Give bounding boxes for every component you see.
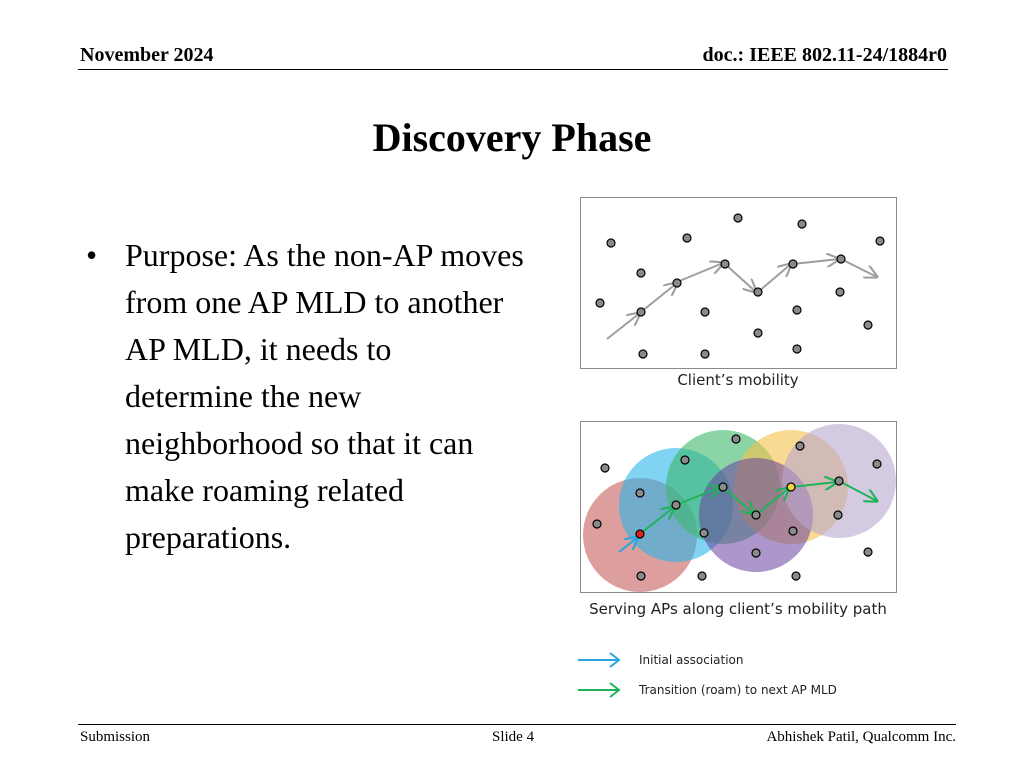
legend-arrows — [578, 652, 621, 698]
ap-dot — [751, 510, 761, 520]
ap-dot — [600, 463, 610, 473]
figure-frame — [580, 197, 897, 369]
ap-dot — [700, 349, 710, 359]
footer-slide-number: Slide 4 — [492, 729, 535, 745]
footer-submission: Submission — [80, 729, 151, 745]
ap-dot — [700, 307, 710, 317]
ap-dot — [697, 571, 707, 581]
target-ap-dot — [786, 482, 796, 492]
ap-dot — [792, 305, 802, 315]
figure2-caption: Serving APs along client’s mobility path — [589, 600, 887, 618]
mobility-path — [606, 259, 877, 340]
initial-ap-dot — [635, 529, 645, 539]
ap-dot — [872, 459, 882, 469]
ap-dot — [636, 571, 646, 581]
ap-dot — [791, 571, 801, 581]
ap-dot — [835, 287, 845, 297]
legend-initial-arrowhead — [609, 652, 621, 668]
ap-dot — [751, 548, 761, 558]
bullet-marker: • — [86, 237, 98, 273]
header-doc-number: doc.: IEEE 802.11-24/1884r0 — [702, 44, 947, 66]
ap-dot — [636, 268, 646, 278]
ap-dot — [863, 547, 873, 557]
ap-dot — [833, 510, 843, 520]
ap-dot — [592, 519, 602, 529]
bullet-text: Purpose: As the non-AP moves from one AP… — [125, 237, 524, 555]
bullet-item: • Purpose: As the non-AP moves from one … — [86, 232, 526, 561]
ap-dot — [834, 476, 844, 486]
ap-dot — [753, 287, 763, 297]
ap-dot — [672, 278, 682, 288]
roam-path — [639, 481, 877, 535]
ap-dot — [671, 500, 681, 510]
ap-dot — [638, 349, 648, 359]
ap-dot — [699, 528, 709, 538]
ap-dot — [682, 233, 692, 243]
ap-dot — [863, 320, 873, 330]
ap-dot — [795, 441, 805, 451]
footer-divider — [78, 724, 956, 725]
ap-dot — [797, 219, 807, 229]
initial-association-arrow — [618, 537, 638, 553]
ap-dot — [606, 238, 616, 248]
ap-dot — [636, 307, 646, 317]
ap-dot — [788, 259, 798, 269]
ap-dot — [635, 488, 645, 498]
ap-dot — [720, 259, 730, 269]
ap-dot — [788, 526, 798, 536]
serving-aps-figure — [580, 421, 897, 593]
ap-dot — [733, 213, 743, 223]
slide-title: Discovery Phase — [372, 115, 652, 160]
figure1-caption: Client’s mobility — [677, 371, 799, 389]
ap-dot — [753, 328, 763, 338]
legend-transition-label: Transition (roam) to next AP MLD — [639, 683, 837, 697]
client-mobility-figure — [580, 197, 897, 369]
header-divider — [78, 69, 948, 70]
legend-initial-label: Initial association — [639, 653, 744, 667]
header-date: November 2024 — [80, 44, 214, 66]
ap-dot — [680, 455, 690, 465]
ap-dot — [792, 344, 802, 354]
ap-dot — [718, 482, 728, 492]
access-point-dots — [595, 213, 885, 359]
access-point-dots — [592, 434, 882, 581]
ap-dot — [875, 236, 885, 246]
legend-transition-arrowhead — [609, 682, 621, 698]
ap-dot — [595, 298, 605, 308]
footer-author: Abhishek Patil, Qualcomm Inc. — [766, 729, 956, 745]
ap-dot — [836, 254, 846, 264]
ap-dot — [731, 434, 741, 444]
